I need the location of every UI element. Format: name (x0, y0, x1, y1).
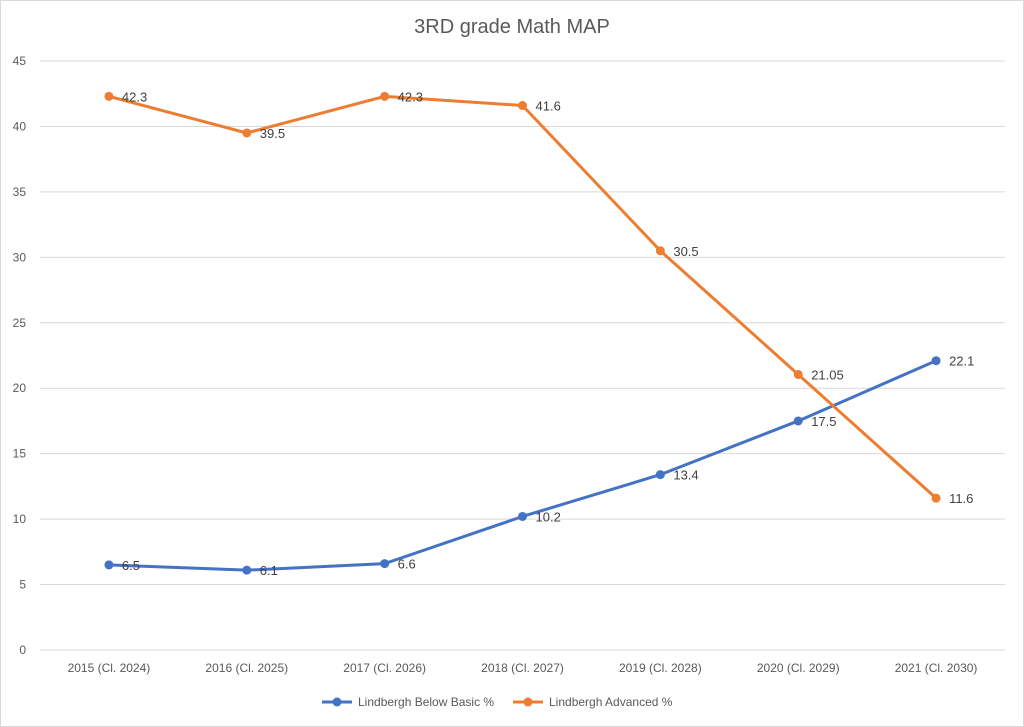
data-label: 6.5 (122, 558, 140, 573)
data-point (655, 246, 665, 256)
data-label: 6.1 (260, 563, 278, 578)
data-label: 21.05 (811, 367, 844, 382)
series-line-2 (107, 94, 938, 500)
y-tick-label: 10 (13, 512, 27, 526)
x-tick-label: 2017 (Cl. 2026) (343, 661, 426, 675)
y-tick-label: 25 (13, 316, 27, 330)
data-point (104, 91, 114, 101)
legend-label: Lindbergh Below Basic % (358, 695, 494, 709)
data-label: 39.5 (260, 126, 285, 141)
data-point (793, 416, 803, 426)
y-tick-label: 35 (13, 185, 27, 199)
legend-swatch-marker (523, 697, 533, 707)
x-tick-label: 2016 (Cl. 2025) (205, 661, 288, 675)
y-tick-label: 15 (13, 447, 27, 461)
legend-swatch-marker (332, 697, 342, 707)
data-label: 17.5 (811, 414, 836, 429)
data-labels: 6.5 6.1 6.6 10.2 13.4 17.5 22.1 42.3 39.5 42.3 41.… (122, 89, 974, 578)
legend: Lindbergh Below Basic % Lindbergh Advance… (322, 695, 673, 709)
x-tick-label: 2019 (Cl. 2028) (619, 661, 702, 675)
data-point (380, 559, 390, 569)
data-label: 22.1 (949, 354, 974, 369)
series-line-1 (107, 359, 938, 572)
data-point (518, 511, 527, 521)
data-point (518, 101, 527, 111)
data-point (242, 565, 252, 575)
y-axis-ticks: 0 5 10 15 20 25 30 35 40 45 (13, 54, 27, 657)
y-tick-label: 5 (19, 578, 26, 592)
gridlines (40, 60, 1005, 651)
x-tick-label: 2020 (Cl. 2029) (757, 661, 840, 675)
data-label: 42.3 (122, 89, 147, 104)
series-layer (104, 91, 941, 575)
y-tick-label: 30 (13, 250, 27, 264)
data-label: 42.3 (398, 89, 423, 104)
data-point (931, 493, 941, 503)
y-tick-label: 45 (13, 54, 27, 68)
x-axis-ticks: 2015 (Cl. 2024) 2016 (Cl. 2025) 2017 (Cl. … (68, 661, 978, 675)
data-label: 30.5 (673, 244, 698, 259)
x-tick-label: 2018 (Cl. 2027) (481, 661, 564, 675)
data-point (380, 91, 390, 101)
x-tick-label: 2015 (Cl. 2024) (68, 661, 151, 675)
y-tick-label: 20 (13, 381, 27, 395)
data-point (793, 369, 803, 379)
y-tick-label: 0 (19, 643, 26, 657)
data-label: 41.6 (536, 99, 561, 114)
data-point (655, 470, 665, 480)
y-tick-label: 40 (13, 119, 27, 133)
data-point (242, 128, 252, 138)
data-point (104, 560, 114, 570)
data-label: 6.6 (398, 557, 416, 572)
x-tick-label: 2021 (Cl. 2030) (895, 661, 978, 675)
data-label: 13.4 (673, 468, 698, 483)
data-label: 10.2 (536, 509, 561, 524)
legend-label: Lindbergh Advanced % (549, 695, 673, 709)
chart-title: 3RD grade Math MAP (414, 16, 610, 38)
data-point (931, 356, 941, 366)
data-label: 11.6 (949, 491, 973, 506)
